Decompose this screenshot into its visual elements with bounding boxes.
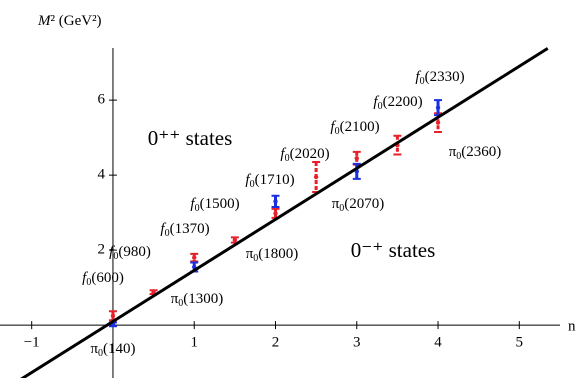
annotation: π0(1300) xyxy=(171,291,224,309)
x-tick-label: 4 xyxy=(434,335,442,351)
point xyxy=(151,289,156,295)
y-tick-label: 6 xyxy=(97,92,105,108)
annotation: f0(980) xyxy=(109,244,151,262)
error-point xyxy=(312,161,321,193)
x-tick-label: 5 xyxy=(516,335,524,351)
annotation: π0(140) xyxy=(90,341,135,359)
error-point xyxy=(271,194,280,208)
point xyxy=(435,120,441,125)
point xyxy=(232,237,238,243)
plot-area xyxy=(20,47,549,378)
annotation: π0(2360) xyxy=(449,144,502,162)
x-axis-label: n xyxy=(568,318,576,334)
annotation: π0(1800) xyxy=(246,246,299,264)
x-tick-label: 3 xyxy=(353,335,361,351)
x-tick-label: 2 xyxy=(272,335,280,351)
state-label: 0⁺⁺ states xyxy=(148,126,233,150)
annotation: f0(1500) xyxy=(190,196,239,214)
x-tick-label: 1 xyxy=(190,335,198,351)
y-tick-label: 4 xyxy=(97,167,105,183)
point xyxy=(273,211,278,216)
point xyxy=(313,174,319,180)
annotation: π0(2070) xyxy=(332,196,385,214)
annotation: f0(2100) xyxy=(330,119,379,137)
annotation: f0(2330) xyxy=(415,69,464,87)
y-axis-label: M² (GeV²) xyxy=(37,13,102,29)
point xyxy=(354,156,359,161)
annotation: f0(1370) xyxy=(160,221,209,239)
error-point xyxy=(434,99,443,117)
annotation: f0(2020) xyxy=(280,146,329,164)
y-tick-label: 2 xyxy=(97,242,105,258)
error-point xyxy=(393,134,402,156)
point xyxy=(110,313,116,318)
error-point xyxy=(352,150,361,166)
fit-line xyxy=(20,47,549,378)
state-label: 0⁻⁺ states xyxy=(351,238,436,262)
annotation: f0(1710) xyxy=(245,172,294,190)
point xyxy=(192,255,197,260)
point xyxy=(435,105,441,110)
annotation: f0(2200) xyxy=(373,94,422,112)
error-point xyxy=(190,252,199,263)
x-tick-label: −1 xyxy=(24,335,40,351)
point xyxy=(273,199,278,204)
annotation: f0(600) xyxy=(82,270,124,288)
